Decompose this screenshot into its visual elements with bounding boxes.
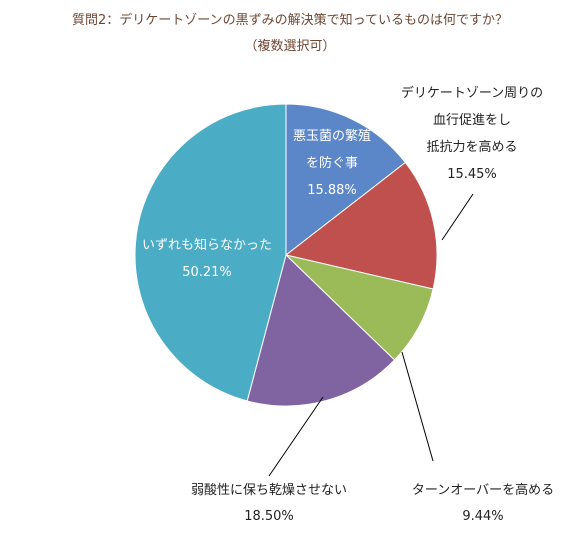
slice-value-label: 15.88% <box>307 183 357 198</box>
chart-title: 質問2：デリケートゾーンの黒ずみの解決策で知っているものは何ですか？ <box>72 12 508 28</box>
pie-slice <box>285 103 407 257</box>
leader-line <box>401 351 434 462</box>
chart-subtitle: （複数選択可） <box>244 38 335 54</box>
slice-category-label: を防ぐ事 <box>306 155 358 171</box>
pie-slices <box>134 103 438 407</box>
slice-category-label: いずれも知らなかった <box>142 237 272 253</box>
pie-slice <box>134 103 287 402</box>
slice-value-label: 18.50% <box>244 509 294 524</box>
leader-line <box>268 396 324 477</box>
slice-category-label: 悪玉菌の繁殖 <box>293 128 371 144</box>
slice-category-label: 抵抗力を高める <box>426 139 517 155</box>
slice-category-label: デリケートゾーン周りの <box>401 85 543 101</box>
slice-value-label: 50.21% <box>182 265 232 280</box>
pie-slice <box>284 161 438 290</box>
slice-value-label: 15.45% <box>447 167 497 182</box>
pie-slice <box>246 254 396 407</box>
slice-category-label: 弱酸性に保ち乾燥させない <box>191 483 347 498</box>
slice-category-label: ターンオーバーを高める <box>412 482 554 498</box>
leader-line <box>441 193 474 241</box>
slice-value-label: 9.44% <box>462 509 503 524</box>
leader-lines <box>268 193 474 477</box>
slice-category-label: 血行促進をし <box>433 113 511 128</box>
